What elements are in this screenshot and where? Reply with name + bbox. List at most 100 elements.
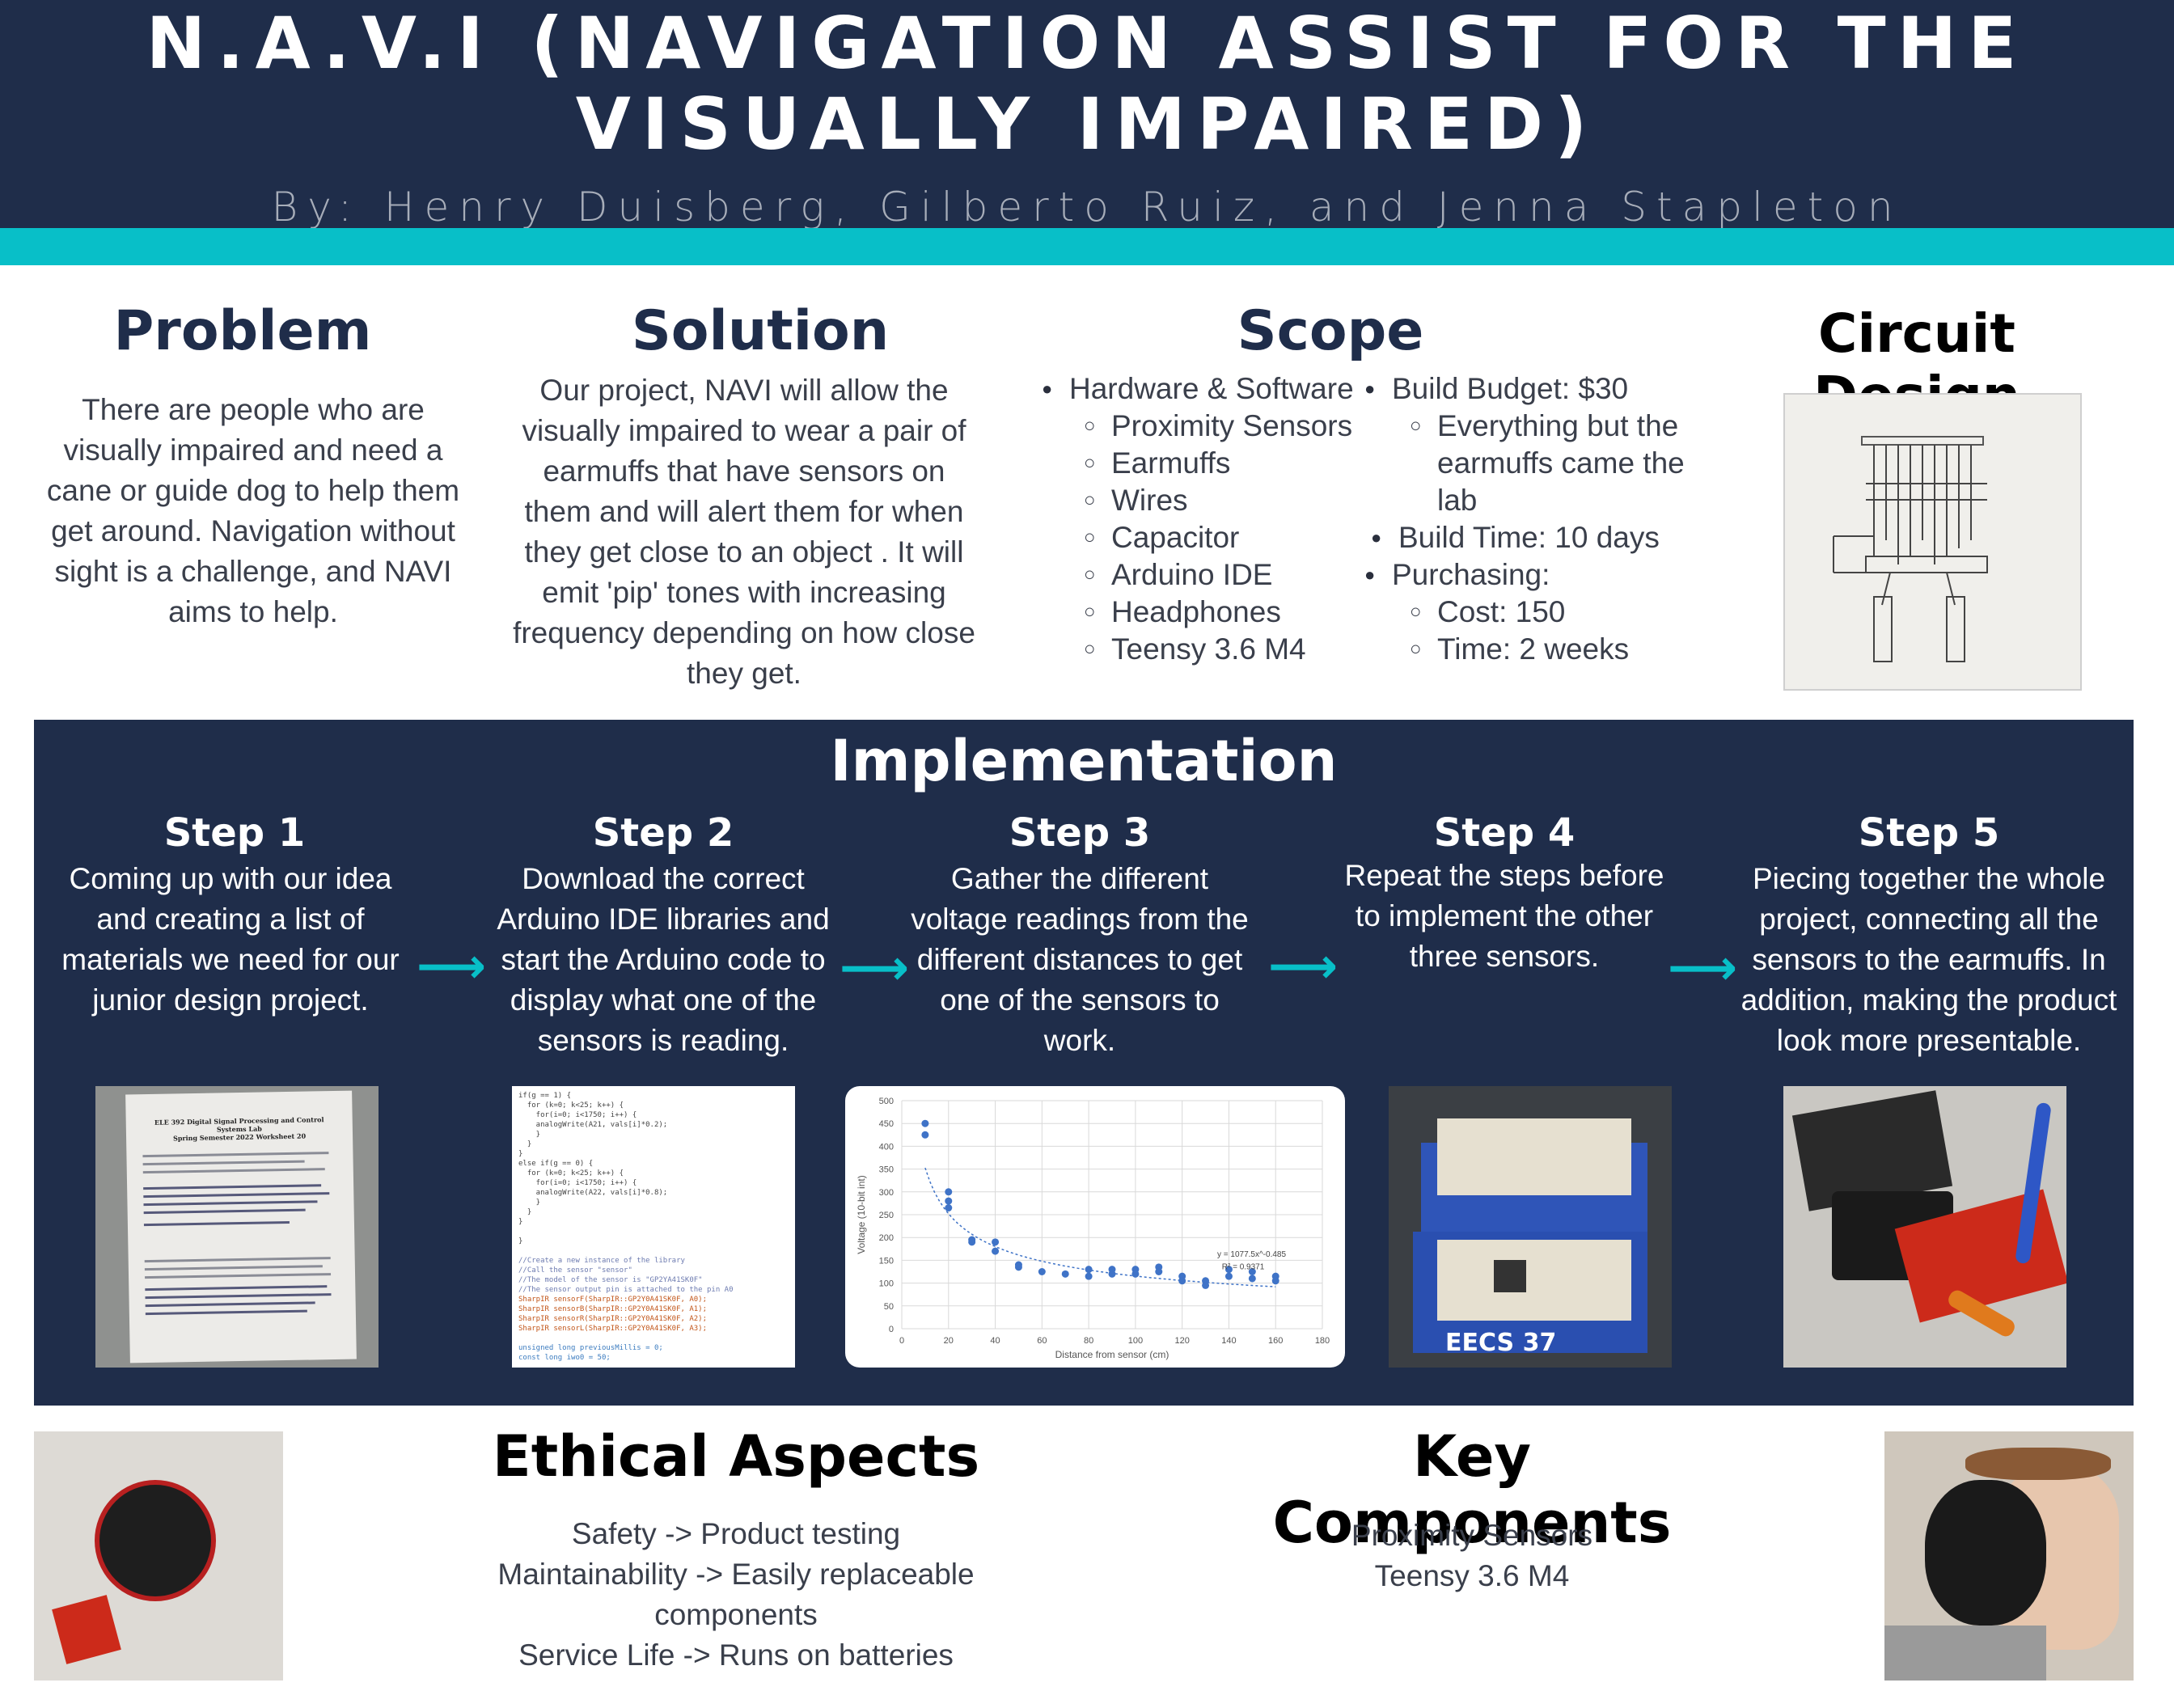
x-tick-label: 100	[1128, 1336, 1143, 1346]
circuit-diagram-image	[1783, 393, 2082, 691]
scope-item: Capacitor	[1084, 519, 1385, 556]
scope-item: Teensy 3.6 M4	[1084, 631, 1385, 668]
components-title: Key Components	[1272, 1423, 1672, 1556]
data-point	[921, 1131, 929, 1139]
data-point	[945, 1197, 953, 1205]
trendline	[924, 1167, 1276, 1287]
code-line: analogWrite(A21, vals[i]*0.2);	[518, 1121, 668, 1129]
ethics-title: Ethical Aspects	[492, 1423, 980, 1490]
earmuff-cup	[95, 1480, 216, 1601]
x-tick-label: 20	[944, 1336, 954, 1346]
arduino-code-screenshot: if(g == 1) { for (k=0; k<25; k++) { for(…	[512, 1086, 795, 1368]
voltage-distance-chart: 0 50 100 150 200 250 300 350 400 450 500 0 20 40 60 80 1…	[856, 1097, 1330, 1360]
component-line: Teensy 3.6 M4	[1374, 1559, 1570, 1592]
scope-time: Time: 2 weeks	[1410, 631, 1715, 668]
data-point	[945, 1204, 953, 1212]
data-point	[1061, 1270, 1069, 1278]
data-point	[968, 1238, 976, 1246]
poster-title: N.A.V.I (NAVIGATION ASSIST FOR THE VISUA…	[146, 2, 2028, 166]
ethics-line: Maintainability -> Easily replaceable co…	[497, 1558, 975, 1631]
earmuffs-photo	[34, 1431, 283, 1681]
data-point	[1178, 1277, 1186, 1285]
step-3-title: Step 3	[1009, 810, 1151, 856]
assembled-device-photo	[1783, 1086, 2066, 1368]
code-line: }	[518, 1218, 523, 1226]
code-line: if(g == 1) {	[518, 1092, 572, 1100]
code-line: unsigned long previousMillis = 0;	[518, 1344, 663, 1352]
scope-item: Arduino IDE	[1084, 556, 1385, 594]
scope-budget-note: earmuffs came the	[1437, 446, 1685, 480]
implementation-title: Implementation	[830, 728, 1338, 794]
code-line: analogWrite(A22, vals[i]*0.8);	[518, 1189, 668, 1197]
code-line: SharpIR sensorB(SharpIR::GP2Y0A41SK0F, A…	[518, 1305, 707, 1313]
data-point	[1038, 1268, 1046, 1275]
worksheet-photo: ELE 392 Digital Signal Processing and Co…	[95, 1086, 379, 1368]
x-tick-label: 60	[1037, 1336, 1047, 1346]
scope-budget-note: Everything but the	[1410, 408, 1715, 445]
scope-purchasing: Purchasing:	[1364, 556, 1715, 594]
code-line: for(i=0; i<1750; i++) {	[518, 1179, 637, 1187]
code-line: SharpIR sensorF(SharpIR::GP2Y0A41SK0F, A…	[518, 1296, 707, 1304]
scope-build-time: Build Time: 10 days	[1371, 519, 1715, 556]
code-line: SharpIR sensorL(SharpIR::GP2Y0A41SK0F, A…	[518, 1325, 707, 1333]
step-1-text: Coming up with our idea and creating a l…	[61, 862, 400, 1017]
scope-budget-note: lab	[1437, 484, 1478, 517]
code-line: }	[518, 1131, 541, 1139]
x-tick-label: 120	[1174, 1336, 1189, 1346]
scope-hardware-heading: Hardware & Software	[1042, 370, 1385, 408]
data-point	[992, 1238, 1000, 1246]
y-tick-label: 0	[889, 1325, 894, 1334]
code-line: for (k=0; k<25; k++) {	[518, 1101, 624, 1110]
step-2-text: Download the correct Arduino IDE librari…	[497, 862, 830, 1057]
code-line: else if(g == 0) {	[518, 1160, 594, 1168]
y-tick-label: 350	[879, 1165, 894, 1175]
components-list: Proximity Sensors Teensy 3.6 M4	[1213, 1516, 1731, 1596]
y-tick-label: 50	[884, 1302, 894, 1312]
code-line: }	[518, 1237, 523, 1245]
arrow-right-icon: ⟶	[417, 938, 487, 995]
trend-equation: y = 1077.5x^-0.485	[1217, 1250, 1286, 1259]
teal-divider	[0, 228, 2174, 265]
poster-authors: By: Henry Duisberg, Gilberto Ruiz, and J…	[271, 184, 1903, 230]
data-point	[1131, 1270, 1140, 1278]
arrow-right-icon: ⟶	[1668, 940, 1738, 996]
r-squared: R² = 0.9371	[1222, 1263, 1265, 1272]
data-point	[1224, 1272, 1233, 1280]
data-point	[1248, 1268, 1256, 1275]
code-line: }	[518, 1150, 523, 1158]
ethics-line: Service Life -> Runs on batteries	[518, 1638, 954, 1672]
scope-item: Wires	[1084, 482, 1385, 519]
solution-text: Our project, NAVI will allow the visuall…	[513, 374, 975, 690]
x-tick-label: 80	[1084, 1336, 1093, 1346]
data-point	[1248, 1275, 1256, 1283]
data-point	[1155, 1268, 1163, 1275]
breadboard-photo: EECS 37	[1389, 1086, 1672, 1368]
code-line: for (k=0; k<25; k++) {	[518, 1169, 624, 1177]
step-5-text: Piecing together the whole project, conn…	[1740, 862, 2117, 1057]
teensy-board	[1494, 1260, 1526, 1292]
y-tick-label: 200	[879, 1233, 894, 1243]
code-line: }	[518, 1208, 532, 1216]
ethics-list: Safety -> Product testing Maintainabilit…	[485, 1514, 987, 1676]
scope-item: Earmuffs	[1084, 445, 1385, 482]
step-3-text: Gather the different voltage readings fr…	[911, 862, 1249, 1057]
x-axis-label: Distance from sensor (cm)	[1055, 1349, 1169, 1360]
x-tick-label: 180	[1315, 1336, 1330, 1346]
code-line: //The sensor output pin is attached to t…	[518, 1286, 734, 1294]
scope-list-budget: Build Budget: $30 Everything but the ear…	[1364, 370, 1715, 668]
y-tick-label: 300	[879, 1188, 894, 1198]
data-point	[1202, 1281, 1210, 1289]
breadboard-top	[1437, 1118, 1631, 1195]
earmuff-cup	[1925, 1480, 2046, 1626]
solution-title: Solution	[631, 299, 890, 363]
arrow-right-icon: ⟶	[1268, 938, 1339, 995]
arrow-right-icon: ⟶	[840, 940, 910, 996]
scope-title: Scope	[1237, 299, 1424, 363]
y-tick-label: 450	[879, 1119, 894, 1129]
step-4-title: Step 4	[1433, 810, 1576, 856]
code-line: }	[518, 1140, 532, 1148]
y-tick-label: 250	[879, 1211, 894, 1220]
scope-list-hardware: Hardware & Software Proximity Sensors Ea…	[1042, 370, 1385, 668]
scope-item: Headphones	[1084, 594, 1385, 631]
code-line: //Create a new instance of the library	[518, 1257, 685, 1265]
